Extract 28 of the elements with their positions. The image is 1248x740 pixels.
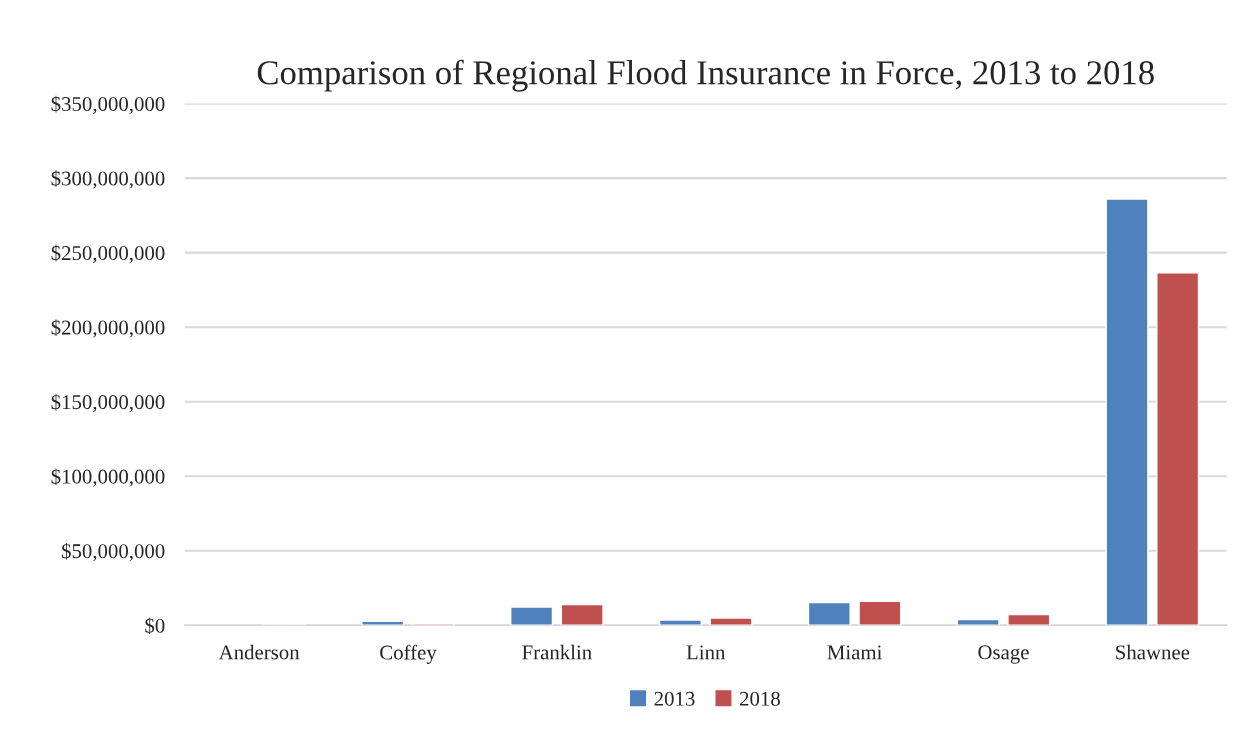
bar [858,600,902,626]
legend-label: 2013 [654,691,695,706]
y-tick-label: $350,000,000 [51,95,165,115]
bar [1105,198,1149,626]
y-tick-label: $50,000,000 [61,542,165,562]
bar [1007,613,1051,626]
bar [709,617,753,626]
bar [658,619,702,626]
y-tick-label: $0 [145,617,165,635]
y-tick-label: $300,000,000 [51,170,165,189]
bar [510,606,554,626]
bar [807,601,851,626]
x-tick-label: Shawnee [1116,644,1190,660]
y-tick-label: $100,000,000 [51,468,165,487]
bar [956,618,1000,626]
y-tick-label: $200,000,000 [51,319,165,338]
x-tick-label: Coffey [380,644,437,664]
x-tick-label: Anderson [218,644,300,660]
y-tick-label: $250,000,000 [51,244,165,264]
legend-label: 2018 [739,691,780,706]
x-tick-label: Franklin [522,644,592,660]
x-tick-label: Osage [978,645,1029,664]
bar [560,603,604,626]
bar [1156,272,1200,626]
x-tick-label: Miami [827,645,882,660]
x-tick-label: Linn [686,645,726,660]
chart-title: Comparison of Regional Flood Insurance in Force, 2013 to 2018 [257,59,1154,92]
y-tick-label: $150,000,000 [51,393,165,413]
